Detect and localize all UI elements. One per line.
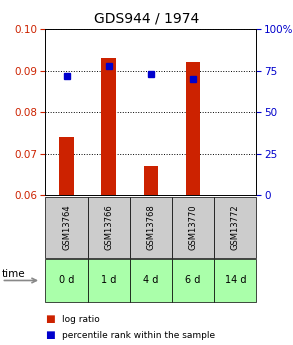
Text: GSM13772: GSM13772 bbox=[231, 205, 240, 250]
Bar bbox=[144, 166, 158, 195]
Text: GDS944 / 1974: GDS944 / 1974 bbox=[94, 11, 199, 25]
Text: log ratio: log ratio bbox=[62, 315, 99, 324]
Bar bbox=[101, 58, 116, 195]
Text: GSM13766: GSM13766 bbox=[104, 205, 113, 250]
Text: time: time bbox=[1, 269, 25, 279]
Text: percentile rank within the sample: percentile rank within the sample bbox=[62, 331, 215, 340]
Text: 14 d: 14 d bbox=[224, 276, 246, 285]
Text: 1 d: 1 d bbox=[101, 276, 116, 285]
Text: GSM13768: GSM13768 bbox=[146, 205, 155, 250]
Bar bbox=[186, 62, 200, 195]
Text: ■: ■ bbox=[45, 331, 55, 340]
Text: GSM13770: GSM13770 bbox=[189, 205, 197, 250]
Text: 0 d: 0 d bbox=[59, 276, 74, 285]
Text: GSM13764: GSM13764 bbox=[62, 205, 71, 250]
Text: 6 d: 6 d bbox=[185, 276, 201, 285]
Bar bbox=[59, 137, 74, 195]
Text: 4 d: 4 d bbox=[143, 276, 159, 285]
Text: ■: ■ bbox=[45, 314, 55, 324]
